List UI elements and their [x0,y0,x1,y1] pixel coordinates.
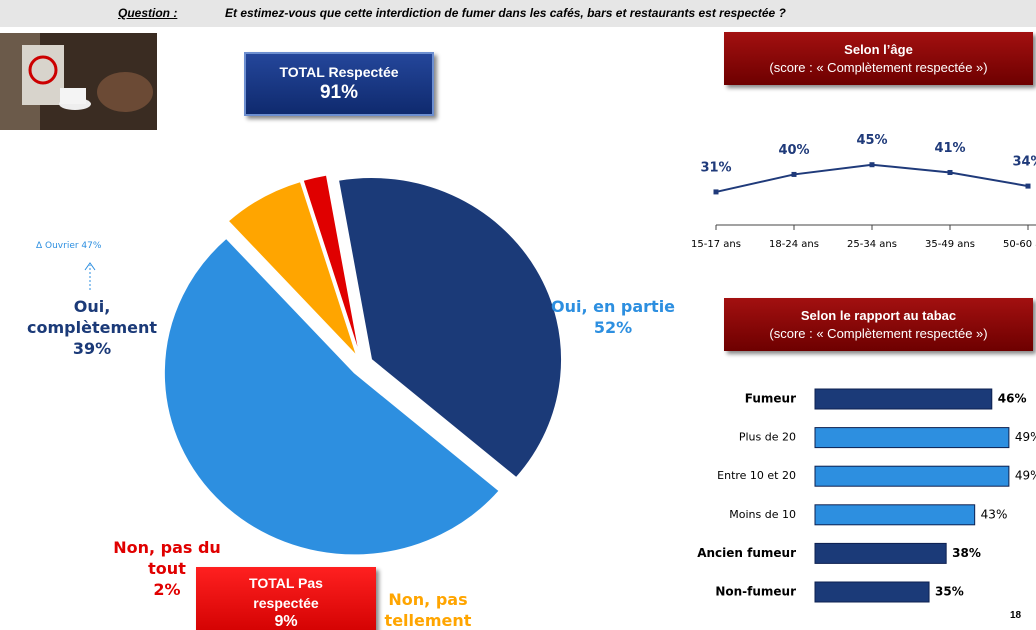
total-respected-box: TOTAL Respectée 91% [244,52,434,116]
value-label: 52% [538,317,688,338]
category-label: Ancien fumeur [697,546,796,560]
marker [1026,184,1031,189]
page-number: 18 [1010,610,1021,621]
value-label: 40% [778,143,809,158]
value-label: 49% [1015,430,1036,444]
total-value: 91% [246,82,432,104]
category-label: Plus de 20 [739,431,796,444]
annotation: Δ Ouvrier 47% [36,241,101,251]
value-label: 45% [856,133,887,148]
category-label: Moins de 10 [729,508,796,521]
category-label: Oui, en partie [538,296,688,317]
pie-label: Non, pas tellement7% [380,589,476,630]
category-label: Non, pas du tout [108,537,226,579]
marker [870,162,875,167]
x-tick-label: 18-24 ans [769,239,819,250]
bar [815,543,946,563]
marker [948,170,953,175]
line [716,165,1028,192]
value-label: 2% [108,579,226,600]
slide: Question : Et estimez-vous que cette int… [0,0,1036,630]
bar [815,505,975,525]
category-label: Non, pas tellement [380,589,476,630]
value-label: 38% [952,546,981,560]
marker [714,189,719,194]
value-label: 43% [981,507,1008,521]
annotation-arrow [85,263,95,290]
bar [815,389,992,409]
total-title: TOTAL Pas respectée [231,573,341,613]
bar [815,466,1009,486]
value-label: 34% [1012,155,1036,170]
value-label: 46% [998,392,1027,406]
bar [815,582,929,602]
chart-subtitle: (score : « Complètement respectée ») [724,326,1033,341]
value-label: 35% [935,585,964,599]
category-label: Entre 10 et 20 [717,469,796,482]
value-label: 49% [1015,469,1036,483]
x-tick-label: 50-60 ans [1003,239,1036,250]
category-label: Fumeur [745,392,796,406]
total-title: TOTAL Respectée [246,64,432,80]
chart-title: Selon l’âge [724,42,1033,57]
bar [815,428,1009,448]
chart-subtitle: (score : « Complètement respectée ») [724,60,1033,75]
category-label: Oui, complètement [22,296,162,338]
x-tick-label: 25-34 ans [847,239,897,250]
value-label: 31% [700,160,731,175]
marker [792,172,797,177]
total-value: 9% [196,613,376,630]
chart-title: Selon le rapport au tabac [724,308,1033,323]
x-tick-label: 15-17 ans [691,239,741,250]
photo [0,33,157,130]
category-label: Non-fumeur [715,585,796,599]
value-label: 41% [934,141,965,156]
value-label: 39% [22,338,162,359]
age-header: Selon l’âge (score : « Complètement resp… [724,32,1033,85]
x-tick-label: 35-49 ans [925,239,975,250]
tobacco-header: Selon le rapport au tabac (score : « Com… [724,298,1033,351]
